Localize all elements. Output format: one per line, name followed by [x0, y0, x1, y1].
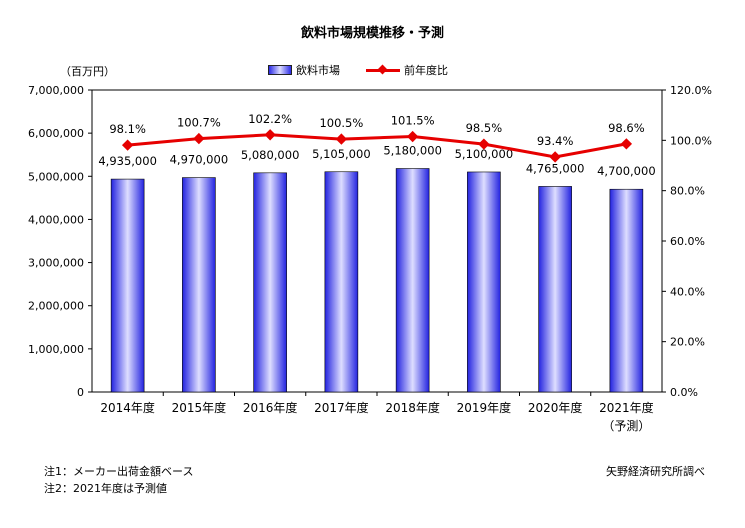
bar — [182, 177, 216, 393]
x-category-label: 2015年度 — [172, 400, 227, 415]
y-left-tick-label: 4,000,000 — [28, 213, 84, 226]
bar-value-label: 5,105,000 — [312, 147, 371, 161]
chart-title: 飲料市場規模推移・予測 — [300, 26, 444, 41]
chart-legend: 飲料市場 前年度比 — [268, 62, 474, 78]
bar-value-label: 4,700,000 — [597, 164, 656, 178]
yoy-point-marker — [193, 132, 205, 145]
y-right-tick-label: 0.0% — [670, 386, 698, 399]
legend-bar-label: 飲料市場 — [296, 64, 340, 77]
bar — [324, 171, 359, 393]
bar-value-label: 5,180,000 — [383, 144, 442, 158]
footnote-2: 注2：2021年度は予測値 — [44, 482, 167, 495]
bar — [253, 172, 287, 393]
yoy-value-label: 100.5% — [319, 116, 363, 130]
y-right-tick-label: 20.0% — [670, 336, 705, 349]
y-axis-unit-label: （百万円） — [60, 65, 115, 78]
bar — [395, 168, 430, 393]
yoy-value-label: 101.5% — [391, 114, 435, 128]
bar-value-label: 5,100,000 — [455, 147, 514, 161]
x-category-label: 2019年度 — [457, 400, 512, 415]
yoy-point-marker — [335, 133, 348, 145]
yoy-point-marker — [121, 139, 134, 151]
y-left-tick-label: 0 — [77, 386, 84, 399]
y-left-tick-label: 3,000,000 — [28, 257, 84, 270]
y-right-tick-label: 40.0% — [670, 285, 705, 298]
bar-value-label: 4,935,000 — [98, 154, 157, 168]
y-left-tick-label: 6,000,000 — [28, 127, 84, 140]
yoy-series-line — [127, 133, 627, 159]
x-category-sublabel: （予測） — [602, 419, 650, 433]
bar — [609, 188, 644, 393]
y-right-tick-label: 120.0% — [670, 84, 712, 97]
x-category-label: 2014年度 — [100, 400, 155, 415]
bar — [467, 171, 501, 393]
legend-bar-swatch — [268, 65, 292, 75]
legend-item-line: 前年度比 — [366, 62, 448, 78]
footnote-1: 注1：メーカー出荷金額ベース — [44, 465, 194, 478]
bar — [110, 178, 145, 393]
legend-item-bar: 飲料市場 — [268, 62, 340, 78]
bar-value-label: 5,080,000 — [241, 148, 300, 162]
legend-line-swatch — [366, 64, 400, 75]
y-left-tick-label: 2,000,000 — [28, 300, 84, 313]
yoy-point-marker — [264, 129, 276, 141]
y-left-tick-label: 1,000,000 — [28, 343, 84, 356]
yoy-point-marker — [620, 138, 633, 150]
yoy-value-label: 102.2% — [248, 112, 292, 126]
y-left-tick-label: 7,000,000 — [28, 84, 84, 97]
yoy-point-marker — [478, 138, 490, 150]
yoy-value-label: 98.1% — [109, 122, 146, 136]
yoy-value-label: 98.6% — [608, 121, 645, 135]
x-category-label: 2018年度 — [385, 400, 440, 415]
x-category-label: 2021年度 — [599, 400, 654, 415]
y-left-tick-label: 5,000,000 — [28, 170, 84, 183]
yoy-value-label: 100.7% — [177, 116, 221, 130]
bar-value-label: 4,970,000 — [170, 153, 229, 167]
x-category-label: 2020年度 — [528, 400, 583, 415]
yoy-point-marker — [549, 151, 561, 163]
x-category-label: 2016年度 — [243, 400, 298, 415]
bar — [538, 186, 572, 393]
y-right-tick-label: 60.0% — [670, 235, 705, 248]
bar-value-label: 4,765,000 — [526, 161, 585, 175]
y-right-tick-label: 100.0% — [670, 134, 712, 147]
yoy-value-label: 93.4% — [537, 134, 574, 148]
x-category-label: 2017年度 — [314, 400, 369, 415]
legend-line-label: 前年度比 — [404, 64, 448, 77]
yoy-point-marker — [406, 130, 419, 143]
yoy-value-label: 98.5% — [466, 121, 503, 135]
plot-area-border — [91, 89, 663, 393]
source-credit: 矢野経済研究所調べ — [606, 465, 705, 478]
y-right-tick-label: 80.0% — [670, 185, 705, 198]
